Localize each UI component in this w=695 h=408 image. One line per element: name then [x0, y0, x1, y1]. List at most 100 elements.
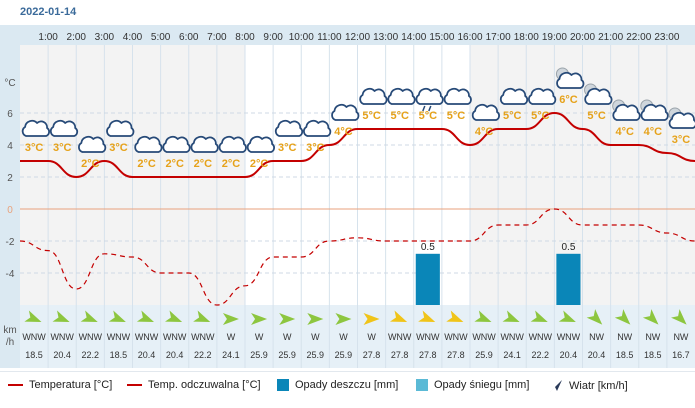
legend: Temperatura [°C] Temp. odczuwalna [°C] O… [0, 371, 695, 398]
wind-speed-label: 18.5 [616, 350, 634, 360]
hour-label: 19:00 [542, 32, 567, 43]
temp-value-label: 3°C [25, 142, 44, 154]
wind-arrow-icon [586, 309, 603, 325]
wind-direction-label: W [283, 332, 292, 342]
temp-tick-label: 6 [7, 109, 13, 120]
night-band [610, 45, 639, 305]
cloud-icon [443, 87, 472, 105]
feels-line-swatch [127, 384, 142, 386]
cloud-icon [359, 87, 388, 105]
rain-value-label: 0.5 [421, 242, 435, 253]
wind-arrow-icon [474, 310, 492, 322]
cloud-shape [21, 119, 50, 137]
temp-value-label: 3°C [672, 134, 691, 146]
night-band [188, 45, 217, 305]
hour-label: 13:00 [373, 32, 398, 43]
hour-label: 6:00 [179, 32, 199, 43]
wind-arrow-icon [671, 309, 687, 325]
wind-speed-label: 25.9 [278, 350, 296, 360]
wind-direction-label: NW [645, 332, 660, 342]
legend-label-rain: Opady deszczu [mm] [295, 379, 399, 391]
temp-value-label: 5°C [587, 110, 606, 122]
wind-direction-label: WNW [107, 332, 131, 342]
wind-direction-label: NW [673, 332, 688, 342]
wind-direction-label: WNW [444, 332, 468, 342]
temp-line-swatch [8, 384, 23, 386]
wind-arrow-icon [530, 310, 548, 322]
wind-speed-label: 25.9 [475, 350, 493, 360]
wind-direction-label: WNW [529, 332, 553, 342]
wind-speed-label: 25.9 [250, 350, 268, 360]
hour-label: 3:00 [95, 32, 115, 43]
cloud-shape [274, 119, 304, 137]
legend-label-snow: Opady śniegu [mm] [434, 379, 530, 391]
hour-label: 10:00 [289, 32, 314, 43]
cloud-icon [387, 87, 416, 105]
wind-direction-label: WNW [500, 332, 524, 342]
hour-label: 11:00 [317, 32, 342, 43]
temp-unit-label: °C [4, 78, 15, 89]
wind-direction-label: WNW [50, 332, 74, 342]
hour-header-band [20, 25, 695, 45]
wind-speed-label: 22.2 [532, 350, 550, 360]
weather-chart: 1:00 2:00 3:00 4:00 5:00 6:00 7:00 8:00 9:00 10:0… [0, 25, 695, 368]
rain-drop [422, 105, 426, 112]
cloud-shape [49, 119, 79, 137]
legend-label-wind: Wiatr [km/h] [569, 380, 628, 392]
rain-drop [428, 105, 432, 112]
cloud-icon [190, 135, 219, 153]
wind-speed-label: 20.4 [560, 350, 578, 360]
wind-arrow-icon [335, 313, 352, 325]
wind-direction-label: WNW [557, 332, 581, 342]
hour-label: 12:00 [345, 32, 370, 43]
temp-value-label: 4°C [475, 126, 494, 138]
wind-direction-label: NW [617, 332, 632, 342]
temp-value-label: 5°C [503, 110, 522, 122]
wind-speed-label: 24.1 [503, 350, 521, 360]
wind-arrow-icon [446, 310, 464, 322]
wind-speed-label: 16.7 [672, 350, 690, 360]
cloud-shape [612, 103, 641, 121]
temp-tick-label: 2 [7, 173, 13, 184]
night-cloud-icon [668, 107, 695, 129]
night-band [20, 45, 49, 305]
wind-unit-label: /h [6, 337, 14, 348]
night-band [104, 45, 133, 305]
temp-tick-label: 4 [7, 141, 13, 152]
wind-speed-label: 20.4 [53, 350, 71, 360]
legend-item-wind: Wiatr [km/h] [549, 379, 628, 393]
wind-arrow-icon [307, 313, 324, 325]
legend-label-feels: Temp. odczuwalna [°C] [148, 379, 261, 391]
cloud-shape [106, 119, 135, 137]
cloud-shape [556, 71, 585, 89]
wind-arrow-icon [80, 310, 98, 322]
cloud-shape [443, 87, 472, 105]
wind-arrow-icon [52, 310, 70, 322]
cloud-shape [415, 87, 444, 105]
cloud-shape [190, 135, 219, 153]
temp-value-label: 5°C [362, 110, 381, 122]
temp-value-label: 2°C [137, 158, 156, 170]
chart-svg: 1:00 2:00 3:00 4:00 5:00 6:00 7:00 8:00 9:00 10:0… [0, 25, 695, 368]
cloud-icon [49, 119, 79, 137]
wind-arrow-icon [251, 313, 268, 325]
wind-arrow-icon [222, 313, 239, 325]
temp-value-label: 5°C [390, 110, 409, 122]
rain-bar [415, 253, 440, 305]
snow-swatch [416, 379, 428, 391]
cloud-shape [246, 135, 275, 153]
cloud-shape [303, 119, 332, 137]
cloud-icon [218, 135, 247, 153]
wind-speed-label: 24.1 [222, 350, 240, 360]
night-band [216, 45, 245, 305]
wind-arrow-icon [550, 380, 562, 392]
night-band [160, 45, 189, 305]
wind-direction-label: W [311, 332, 320, 342]
wind-speed-label: 22.2 [82, 350, 100, 360]
cloud-shape [359, 87, 388, 105]
night-cloud-icon [612, 99, 641, 121]
temp-value-label: 3°C [109, 142, 128, 154]
temp-value-label: 2°C [165, 158, 184, 170]
wind-speed-label: 27.8 [419, 350, 437, 360]
cloud-icon [274, 119, 304, 137]
